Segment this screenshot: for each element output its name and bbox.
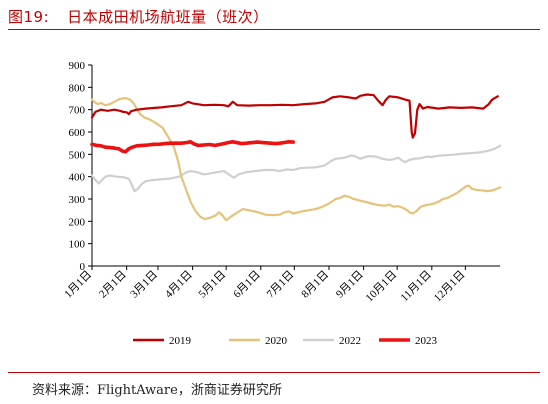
x-tick-label: 8月1日 — [299, 269, 331, 301]
x-tick-label: 12月1日 — [432, 269, 468, 305]
x-tick-label: 11月1日 — [399, 269, 434, 304]
x-tick-label: 4月1日 — [163, 269, 195, 301]
x-tick-label: 3月1日 — [128, 269, 160, 301]
y-tick-label: 400 — [69, 172, 86, 184]
y-tick-label: 300 — [69, 194, 86, 206]
x-tick-label: 9月1日 — [334, 269, 366, 301]
legend-label-2023: 2023 — [415, 335, 438, 347]
x-tick-label: 1月1日 — [62, 269, 94, 301]
x-tick-label: 2月1日 — [97, 269, 129, 301]
series-line-2019 — [90, 93, 499, 139]
y-tick-label: 0 — [80, 261, 86, 273]
series-line-2022 — [90, 144, 502, 193]
y-tick-label: 900 — [69, 60, 86, 72]
y-tick-label: 600 — [69, 127, 86, 139]
source-divider — [8, 372, 540, 373]
title-divider — [8, 29, 540, 30]
series-line-2020 — [90, 97, 502, 222]
figure-title: 图19: 日本成田机场航班量（班次） — [8, 6, 269, 27]
figure-title-text: 日本成田机场航班量（班次） — [67, 8, 269, 26]
x-tick-label: 10月1日 — [364, 269, 400, 305]
y-tick-label: 100 — [69, 239, 86, 251]
y-tick-label: 800 — [69, 82, 86, 94]
y-tick-label: 500 — [69, 149, 86, 161]
series-line-2023 — [90, 140, 295, 154]
legend-label-2019: 2019 — [169, 335, 192, 347]
x-tick-label: 5月1日 — [196, 269, 228, 301]
line-chart: 0 100 200 300 400 500 600 700 800 900 1月1日 2月1日 3月1日… — [62, 60, 502, 347]
legend-label-2020: 2020 — [265, 335, 288, 347]
figure-number: 图19: — [8, 8, 50, 26]
x-tick-label: 7月1日 — [265, 269, 297, 301]
y-tick-label: 200 — [69, 216, 86, 228]
x-tick-label: 6月1日 — [231, 269, 263, 301]
source-note: 资料来源：FlightAware，浙商证券研究所 — [32, 383, 282, 398]
y-tick-label: 700 — [69, 105, 86, 117]
legend-label-2022: 2022 — [339, 335, 361, 347]
